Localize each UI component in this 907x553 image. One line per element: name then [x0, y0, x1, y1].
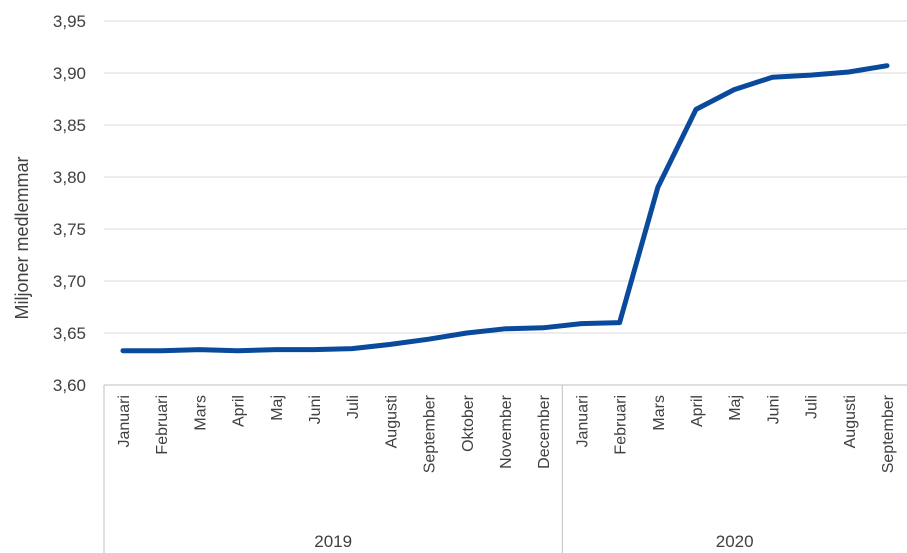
x-tick-label: April: [231, 395, 248, 427]
x-tick-label: Januari: [574, 395, 591, 447]
x-tick-label: Februari: [613, 395, 630, 455]
y-axis-title: Miljoner medlemmar: [12, 156, 32, 319]
x-tick-label: September: [422, 394, 439, 473]
x-tick-label: Juni: [307, 395, 324, 424]
x-tick-label: Juni: [765, 395, 782, 424]
x-tick-label: September: [880, 394, 897, 473]
x-tick-label: December: [536, 394, 553, 468]
x-tick-label: Maj: [727, 395, 744, 421]
x-tick-label: Augusti: [842, 395, 859, 448]
x-tick-label: November: [498, 394, 515, 468]
gridlines: [104, 20, 907, 386]
x-group-label: 2019: [314, 532, 352, 551]
y-tick-label: 3,75: [53, 220, 86, 239]
series-line: [120, 63, 890, 354]
x-tick-label: Maj: [269, 395, 286, 421]
y-tick-label: 3,60: [53, 376, 86, 395]
y-tick-label: 3,80: [53, 168, 86, 187]
x-tick-label: Mars: [651, 395, 668, 431]
y-tick-label: 3,65: [53, 324, 86, 343]
x-tick-label: April: [689, 395, 706, 427]
x-tick-label: Oktober: [460, 394, 477, 452]
y-axis-tick-labels: 3,60 3,65 3,70 3,75 3,80 3,85 3,90 3,95: [53, 12, 86, 395]
x-tick-label: Juli: [804, 395, 821, 419]
y-tick-label: 3,70: [53, 272, 86, 291]
x-tick-label: Augusti: [383, 395, 400, 448]
series-layer: [120, 63, 890, 354]
x-axis: Januari Februari Mars April Maj Juni Juli Augus…: [103, 385, 897, 553]
x-group-label: 2020: [716, 532, 754, 551]
x-tick-label: Januari: [116, 395, 133, 447]
y-tick-label: 3,90: [53, 64, 86, 83]
x-tick-label: Mars: [192, 395, 209, 431]
y-tick-label: 3,85: [53, 116, 86, 135]
x-tick-label: Juli: [345, 395, 362, 419]
y-tick-label: 3,95: [53, 12, 86, 31]
x-tick-label: Februari: [154, 395, 171, 455]
